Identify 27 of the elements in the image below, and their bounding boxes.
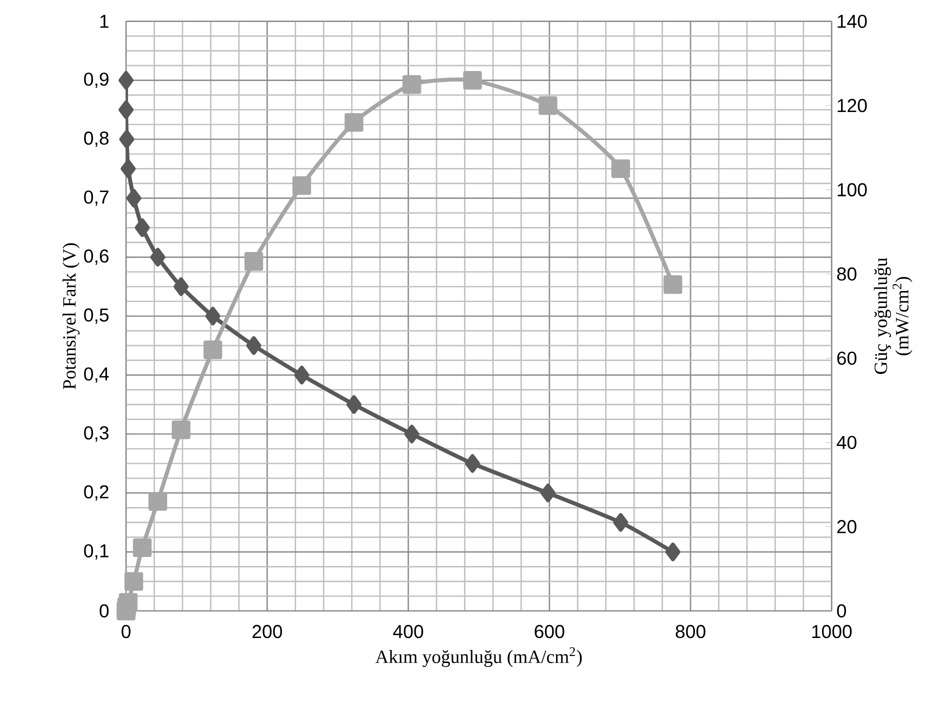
- y2-tick-label: 20: [837, 520, 856, 534]
- y2-tick-label: 60: [837, 351, 856, 365]
- y-tick-label: 0,9: [84, 72, 108, 88]
- x-tick-label: 400: [393, 624, 424, 638]
- y2-tick-label: 140: [838, 14, 867, 28]
- y-tick-label: 0,8: [84, 131, 109, 147]
- x-axis-title: Akım yoğunluğu (mA/cm$^{2}$): [375, 647, 582, 667]
- x-tick-label: 600: [534, 624, 564, 638]
- y-tick-label: 0,2: [84, 485, 108, 501]
- x-tick-label: 1000: [812, 624, 852, 638]
- y-tick-label: 1: [100, 14, 108, 28]
- x-tick-label: 0: [122, 624, 131, 638]
- y-tick-label: 0,5: [84, 308, 109, 324]
- y-tick-label: 0,1: [84, 544, 108, 560]
- y-tick-label: 0,6: [84, 249, 109, 265]
- y-axis-title: Potansiyel Fark (V): [62, 243, 80, 390]
- y-tick-label: 0: [100, 604, 109, 618]
- y-tick-label: 0,7: [84, 190, 108, 206]
- y2-tick-label: 80: [837, 267, 856, 280]
- y2-tick-label: 120: [838, 98, 867, 112]
- y2-tick-label: 0: [837, 604, 846, 618]
- y2-tick-label: 40: [836, 436, 856, 449]
- x-tick-label: 800: [676, 624, 706, 638]
- y2-tick-label: 100: [838, 183, 867, 196]
- y-tick-label: 0,3: [84, 426, 109, 442]
- x-tick-label: 200: [252, 624, 282, 638]
- y-tick-label: 0,4: [84, 367, 109, 383]
